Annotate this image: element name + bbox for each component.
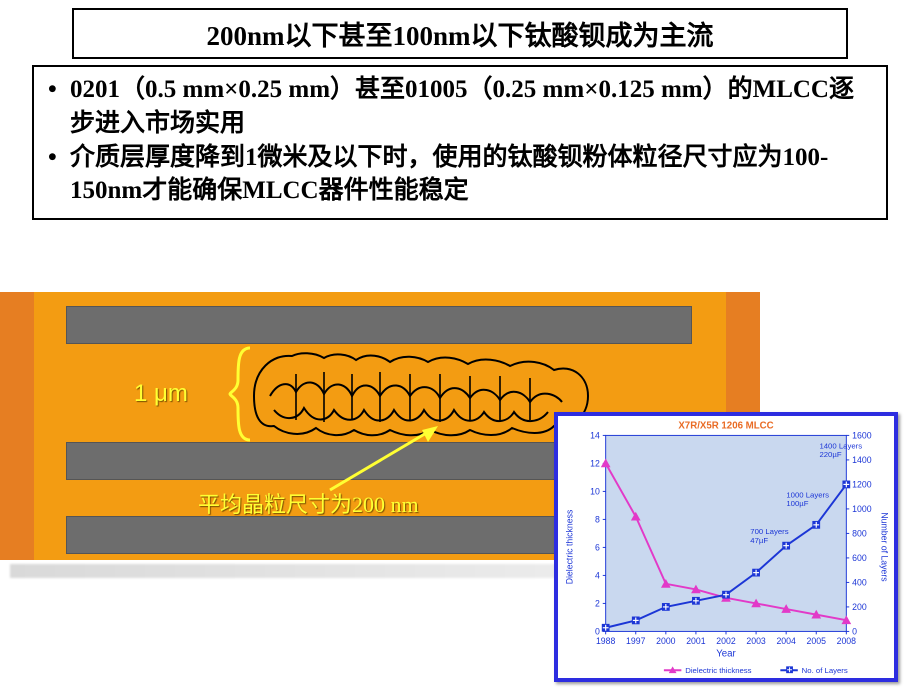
bullet-list: 0201（0.5 mm×0.25 mm）甚至01005（0.25 mm×0.12… xyxy=(42,73,878,208)
svg-text:X7R/X5R 1206 MLCC: X7R/X5R 1206 MLCC xyxy=(678,421,773,432)
svg-text:1000 Layers: 1000 Layers xyxy=(786,490,829,499)
svg-text:No. of Layers: No. of Layers xyxy=(802,666,848,675)
svg-text:2008: 2008 xyxy=(837,636,857,646)
brace-icon xyxy=(228,346,254,442)
svg-text:2000: 2000 xyxy=(656,636,676,646)
svg-text:12: 12 xyxy=(590,458,600,468)
svg-text:800: 800 xyxy=(852,528,867,538)
svg-text:2004: 2004 xyxy=(776,636,796,646)
svg-text:2: 2 xyxy=(595,598,600,608)
svg-text:1400: 1400 xyxy=(852,455,872,465)
svg-text:700 Layers: 700 Layers xyxy=(750,527,788,536)
svg-text:Dielectric thickness: Dielectric thickness xyxy=(565,509,575,584)
svg-text:200: 200 xyxy=(852,602,867,612)
svg-text:6: 6 xyxy=(595,542,600,552)
svg-text:8: 8 xyxy=(595,514,600,524)
svg-text:1997: 1997 xyxy=(626,636,646,646)
thickness-label: 1 μm xyxy=(134,380,188,408)
svg-text:14: 14 xyxy=(590,430,600,440)
mlcc-trend-chart: X7R/X5R 1206 MLCC 0 2 4 6 8 10 12 14 0 200 400 600 80… xyxy=(554,412,898,682)
svg-text:2001: 2001 xyxy=(686,636,706,646)
svg-text:1000: 1000 xyxy=(852,504,872,514)
bullet-item: 介质层厚度降到1微米及以下时，使用的钛酸钡粉体粒径尺寸应为100-150nm才能… xyxy=(42,141,878,209)
avg-grain-label: 平均晶粒尺寸为200 nm xyxy=(198,487,419,519)
svg-text:4: 4 xyxy=(595,570,600,580)
arrow-icon xyxy=(326,424,446,494)
svg-text:2003: 2003 xyxy=(746,636,766,646)
svg-text:1600: 1600 xyxy=(852,430,872,440)
svg-text:0: 0 xyxy=(595,626,600,636)
bullet-item: 0201（0.5 mm×0.25 mm）甚至01005（0.25 mm×0.12… xyxy=(42,73,878,141)
svg-text:2002: 2002 xyxy=(716,636,736,646)
body-box: 0201（0.5 mm×0.25 mm）甚至01005（0.25 mm×0.12… xyxy=(32,65,888,220)
svg-text:2005: 2005 xyxy=(807,636,827,646)
electrode-left xyxy=(0,292,34,560)
svg-text:47µF: 47µF xyxy=(750,536,768,545)
svg-text:Number of Layers: Number of Layers xyxy=(879,512,889,582)
svg-text:Dielectric thickness: Dielectric thickness xyxy=(685,666,751,675)
svg-text:1200: 1200 xyxy=(852,479,872,489)
svg-text:220µF: 220µF xyxy=(819,450,841,459)
svg-text:0: 0 xyxy=(852,626,857,636)
svg-text:400: 400 xyxy=(852,577,867,587)
page-title: 200nm以下甚至100nm以下钛酸钡成为主流 xyxy=(72,8,848,59)
svg-text:10: 10 xyxy=(590,486,600,496)
svg-text:Year: Year xyxy=(716,649,736,660)
title-text: 200nm以下甚至100nm以下钛酸钡成为主流 xyxy=(206,21,713,51)
svg-text:600: 600 xyxy=(852,553,867,563)
svg-text:1988: 1988 xyxy=(596,636,616,646)
svg-text:1400 Layers: 1400 Layers xyxy=(819,441,862,450)
svg-text:100µF: 100µF xyxy=(786,499,808,508)
electrode-bar xyxy=(66,306,692,344)
